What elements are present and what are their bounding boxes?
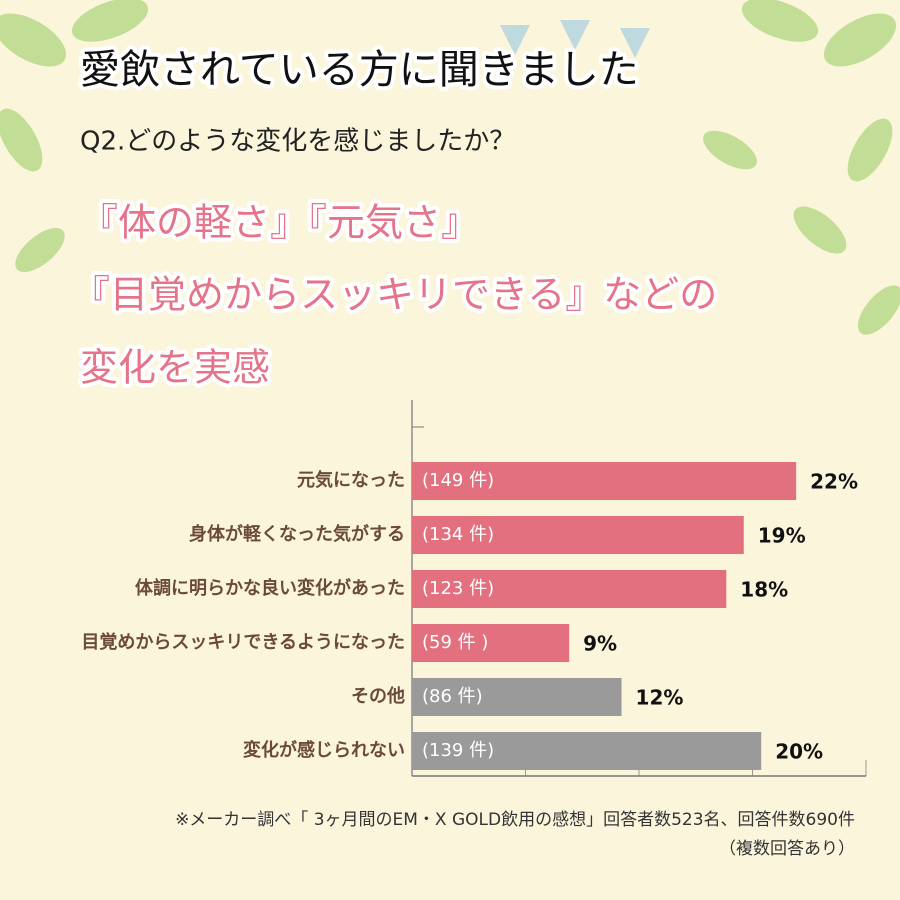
leaf-decoration: [0, 0, 900, 335]
category-label: 元気になった: [297, 469, 405, 491]
headline: 変化を実感: [80, 346, 270, 390]
value-label: 12%: [636, 686, 684, 710]
bar: [412, 732, 762, 770]
bar: [412, 570, 727, 608]
category-label: その他: [351, 685, 405, 707]
bar: [412, 462, 797, 500]
category-label: 変化が感じられない: [243, 739, 405, 761]
bar: [412, 624, 570, 662]
bar: [412, 678, 622, 716]
count-label: (149 件): [422, 470, 494, 491]
count-label: (139 件): [422, 740, 494, 761]
value-label: 20%: [775, 740, 823, 764]
bunting: [500, 20, 650, 58]
count-label: (59 件 ): [422, 632, 488, 653]
category-label: 目覚めからスッキリできるようになった: [81, 631, 405, 653]
footnote: （複数回答あり）: [719, 839, 855, 859]
value-label: 19%: [758, 524, 806, 548]
category-label: 体調に明らかな良い変化があった: [135, 577, 405, 599]
count-label: (86 件): [422, 686, 483, 707]
headline: 『体の軽さ』『元気さ』: [80, 201, 479, 245]
count-label: (123 件): [422, 578, 494, 599]
bar: [412, 516, 744, 554]
count-label: (134 件): [422, 524, 494, 545]
value-label: 9%: [583, 632, 617, 656]
subtitle: Q2.どのような変化を感じましたか？: [80, 127, 515, 157]
footnote: ※メーカー調べ「 3ヶ月間のEM・X GOLD飲用の感想」回答者数523名、回答…: [175, 810, 855, 830]
value-label: 18%: [740, 578, 788, 602]
category-label: 身体が軽くなった気がする: [189, 523, 405, 545]
value-label: 22%: [810, 470, 858, 494]
title: 愛飲されている方に聞きました: [80, 47, 639, 93]
headline: 『目覚めからスッキリできる』などの: [72, 273, 717, 317]
